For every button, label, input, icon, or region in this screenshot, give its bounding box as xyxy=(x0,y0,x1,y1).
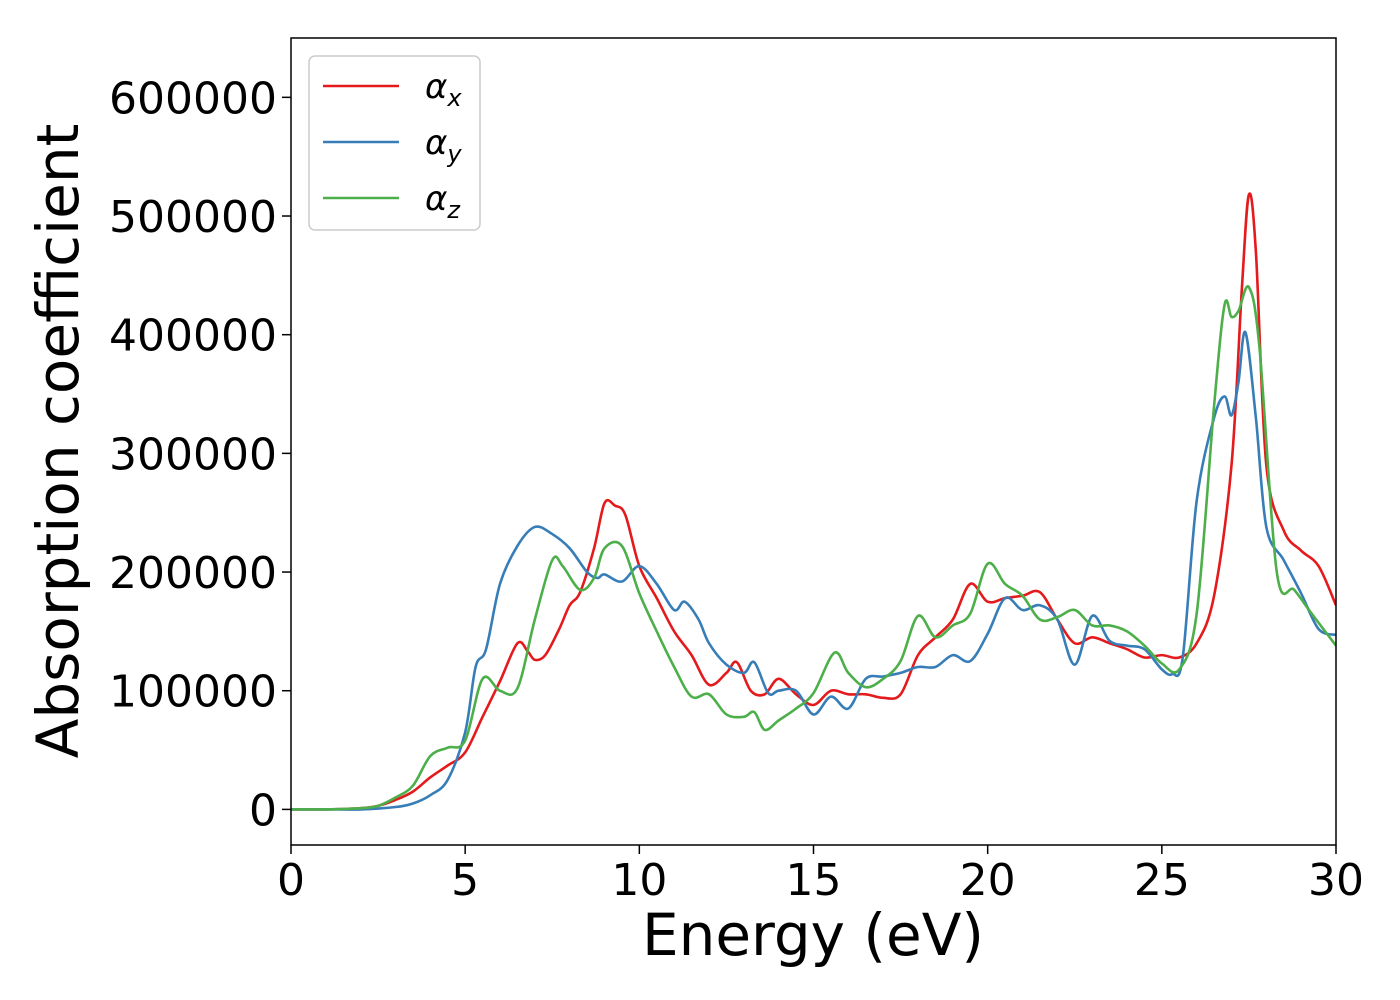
series-line-z xyxy=(291,285,1336,811)
legend-label-z: αz xyxy=(425,179,461,224)
y-tick-label: 0 xyxy=(249,785,277,836)
x-tick-label: 25 xyxy=(1134,855,1190,906)
x-tick-label: 30 xyxy=(1308,855,1364,906)
x-axis-title: Energy (eV) xyxy=(642,901,984,969)
y-tick-label: 200000 xyxy=(109,548,277,599)
x-tick-label: 5 xyxy=(451,855,479,906)
y-tick-label: 100000 xyxy=(109,667,277,718)
series-layer xyxy=(291,192,1336,811)
y-tick-label: 300000 xyxy=(109,429,277,480)
y-tick-label: 600000 xyxy=(109,73,277,124)
x-tick-label: 0 xyxy=(277,855,305,906)
series-line-x xyxy=(291,192,1336,811)
x-tick-label: 20 xyxy=(960,855,1016,906)
y-axis-ticks: 0 100000 200000 300000 400000 500000 600000 xyxy=(109,73,291,836)
y-axis-title: Absorption coefficient xyxy=(24,124,92,759)
x-axis-ticks: 0 5 10 15 20 25 30 xyxy=(277,845,1364,906)
legend: αx αy αz xyxy=(308,55,481,231)
y-tick-label: 400000 xyxy=(109,311,277,362)
x-tick-label: 15 xyxy=(786,855,842,906)
legend-label-x: αx xyxy=(425,67,462,112)
x-tick-label: 10 xyxy=(611,855,667,906)
legend-label-y: αy xyxy=(425,123,462,168)
y-tick-label: 500000 xyxy=(109,192,277,243)
series-line-y xyxy=(291,330,1336,811)
